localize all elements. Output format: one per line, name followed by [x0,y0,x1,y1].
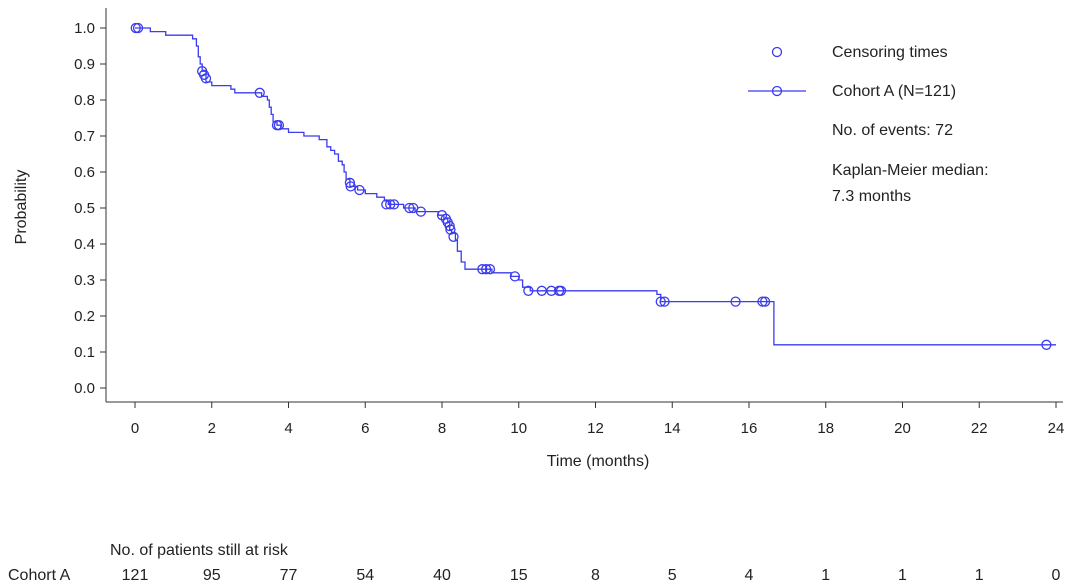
x-tick-label: 12 [587,420,604,437]
censor-marks [130,22,1052,350]
y-tick-label: 0.1 [74,344,95,361]
y-tick-label: 0.0 [74,380,95,397]
x-tick-label: 16 [741,420,758,437]
legend-censor-marker [771,46,783,58]
censor-marker [273,120,285,131]
risk-count: 8 [591,567,600,584]
censor-marker [132,22,144,34]
legend-events-text: No. of events: 72 [832,122,953,139]
risk-count: 0 [1052,567,1061,584]
censor-marker [480,264,492,275]
censor-marker [388,199,400,210]
censor-marker [659,296,670,307]
x-ticks: 0 2 4 6 8 10 12 14 16 18 20 22 24 [131,402,1065,437]
censor-marker [415,206,427,217]
legend-median-line1: Kaplan-Meier median: [832,162,989,179]
censor-marker [509,271,521,282]
y-tick-label: 0.5 [74,200,95,217]
legend-series-label: Cohort A (N=121) [832,83,956,100]
x-tick-label: 14 [664,420,681,437]
y-tick-label: 0.4 [74,236,95,253]
censor-marker [1041,339,1052,350]
censor-marker [381,199,392,210]
risk-table: No. of patients still at risk Cohort A 1… [8,542,1061,584]
x-axis-title: Time (months) [547,453,650,470]
y-tick-label: 0.8 [74,92,95,109]
x-tick-label: 0 [131,420,139,437]
censor-marker [345,181,356,192]
censor-marker [385,199,396,210]
censor-marker [254,87,265,98]
x-tick-label: 22 [971,420,988,437]
censor-marker [730,296,741,307]
censor-marker [655,296,666,307]
y-tick-label: 0.3 [74,272,95,289]
x-tick-label: 4 [284,420,292,437]
risk-count: 15 [510,567,528,584]
legend-series-marker [771,85,783,97]
km-survival-line [135,27,1056,346]
x-tick-label: 10 [510,420,527,437]
risk-count: 40 [433,567,451,584]
risk-counts: 121 95 77 54 40 15 8 5 4 1 1 1 0 [122,567,1061,584]
risk-count: 1 [898,567,907,584]
censor-marker [477,264,488,275]
legend-median-line2: 7.3 months [832,188,911,205]
x-tick-label: 24 [1048,420,1065,437]
y-axis-title: Probability [13,170,30,245]
risk-count: 5 [668,567,677,584]
risk-table-title: No. of patients still at risk [110,542,289,559]
censor-marker [344,177,356,188]
y-tick-label: 0.9 [74,56,95,73]
censor-marker [200,73,212,84]
y-tick-label: 1.0 [74,20,95,37]
plot-area [130,22,1056,350]
risk-count: 1 [821,567,830,584]
legend-censor-label: Censoring times [832,44,948,61]
risk-count: 54 [356,567,374,584]
x-tick-label: 18 [817,420,834,437]
censor-marker [448,231,459,242]
y-tick-label: 0.6 [74,164,95,181]
x-tick-label: 8 [438,420,446,437]
censor-marker [757,296,768,307]
risk-count: 77 [280,567,298,584]
x-tick-label: 20 [894,420,911,437]
risk-count: 1 [975,567,984,584]
y-tick-label: 0.2 [74,308,95,325]
legend: Censoring times Cohort A (N=121) No. of … [748,44,989,205]
censor-marker [759,296,771,307]
y-ticks: 0.0 0.1 0.2 0.3 0.4 0.5 0.6 0.7 0.8 0.9 1.0 [74,20,106,397]
x-tick-label: 6 [361,420,369,437]
y-tick-label: 0.7 [74,128,95,145]
risk-row-label: Cohort A [8,567,71,584]
censor-marker [444,220,455,232]
censor-marker [404,202,415,214]
censor-marker [555,285,567,296]
risk-count: 4 [745,567,754,584]
censor-marker [354,184,365,196]
censor-marker [484,264,496,275]
risk-count: 121 [122,567,149,584]
censor-marker [523,285,534,296]
risk-count: 95 [203,567,221,584]
x-tick-label: 2 [208,420,216,437]
